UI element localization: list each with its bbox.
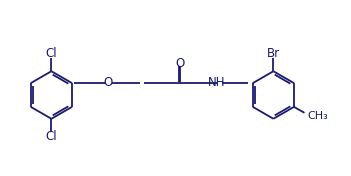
Text: O: O xyxy=(104,76,113,89)
Text: Cl: Cl xyxy=(46,130,57,143)
Text: O: O xyxy=(176,57,185,70)
Text: NH: NH xyxy=(208,76,225,89)
Text: Br: Br xyxy=(267,47,280,60)
Text: CH₃: CH₃ xyxy=(307,111,329,121)
Text: Cl: Cl xyxy=(46,47,57,60)
